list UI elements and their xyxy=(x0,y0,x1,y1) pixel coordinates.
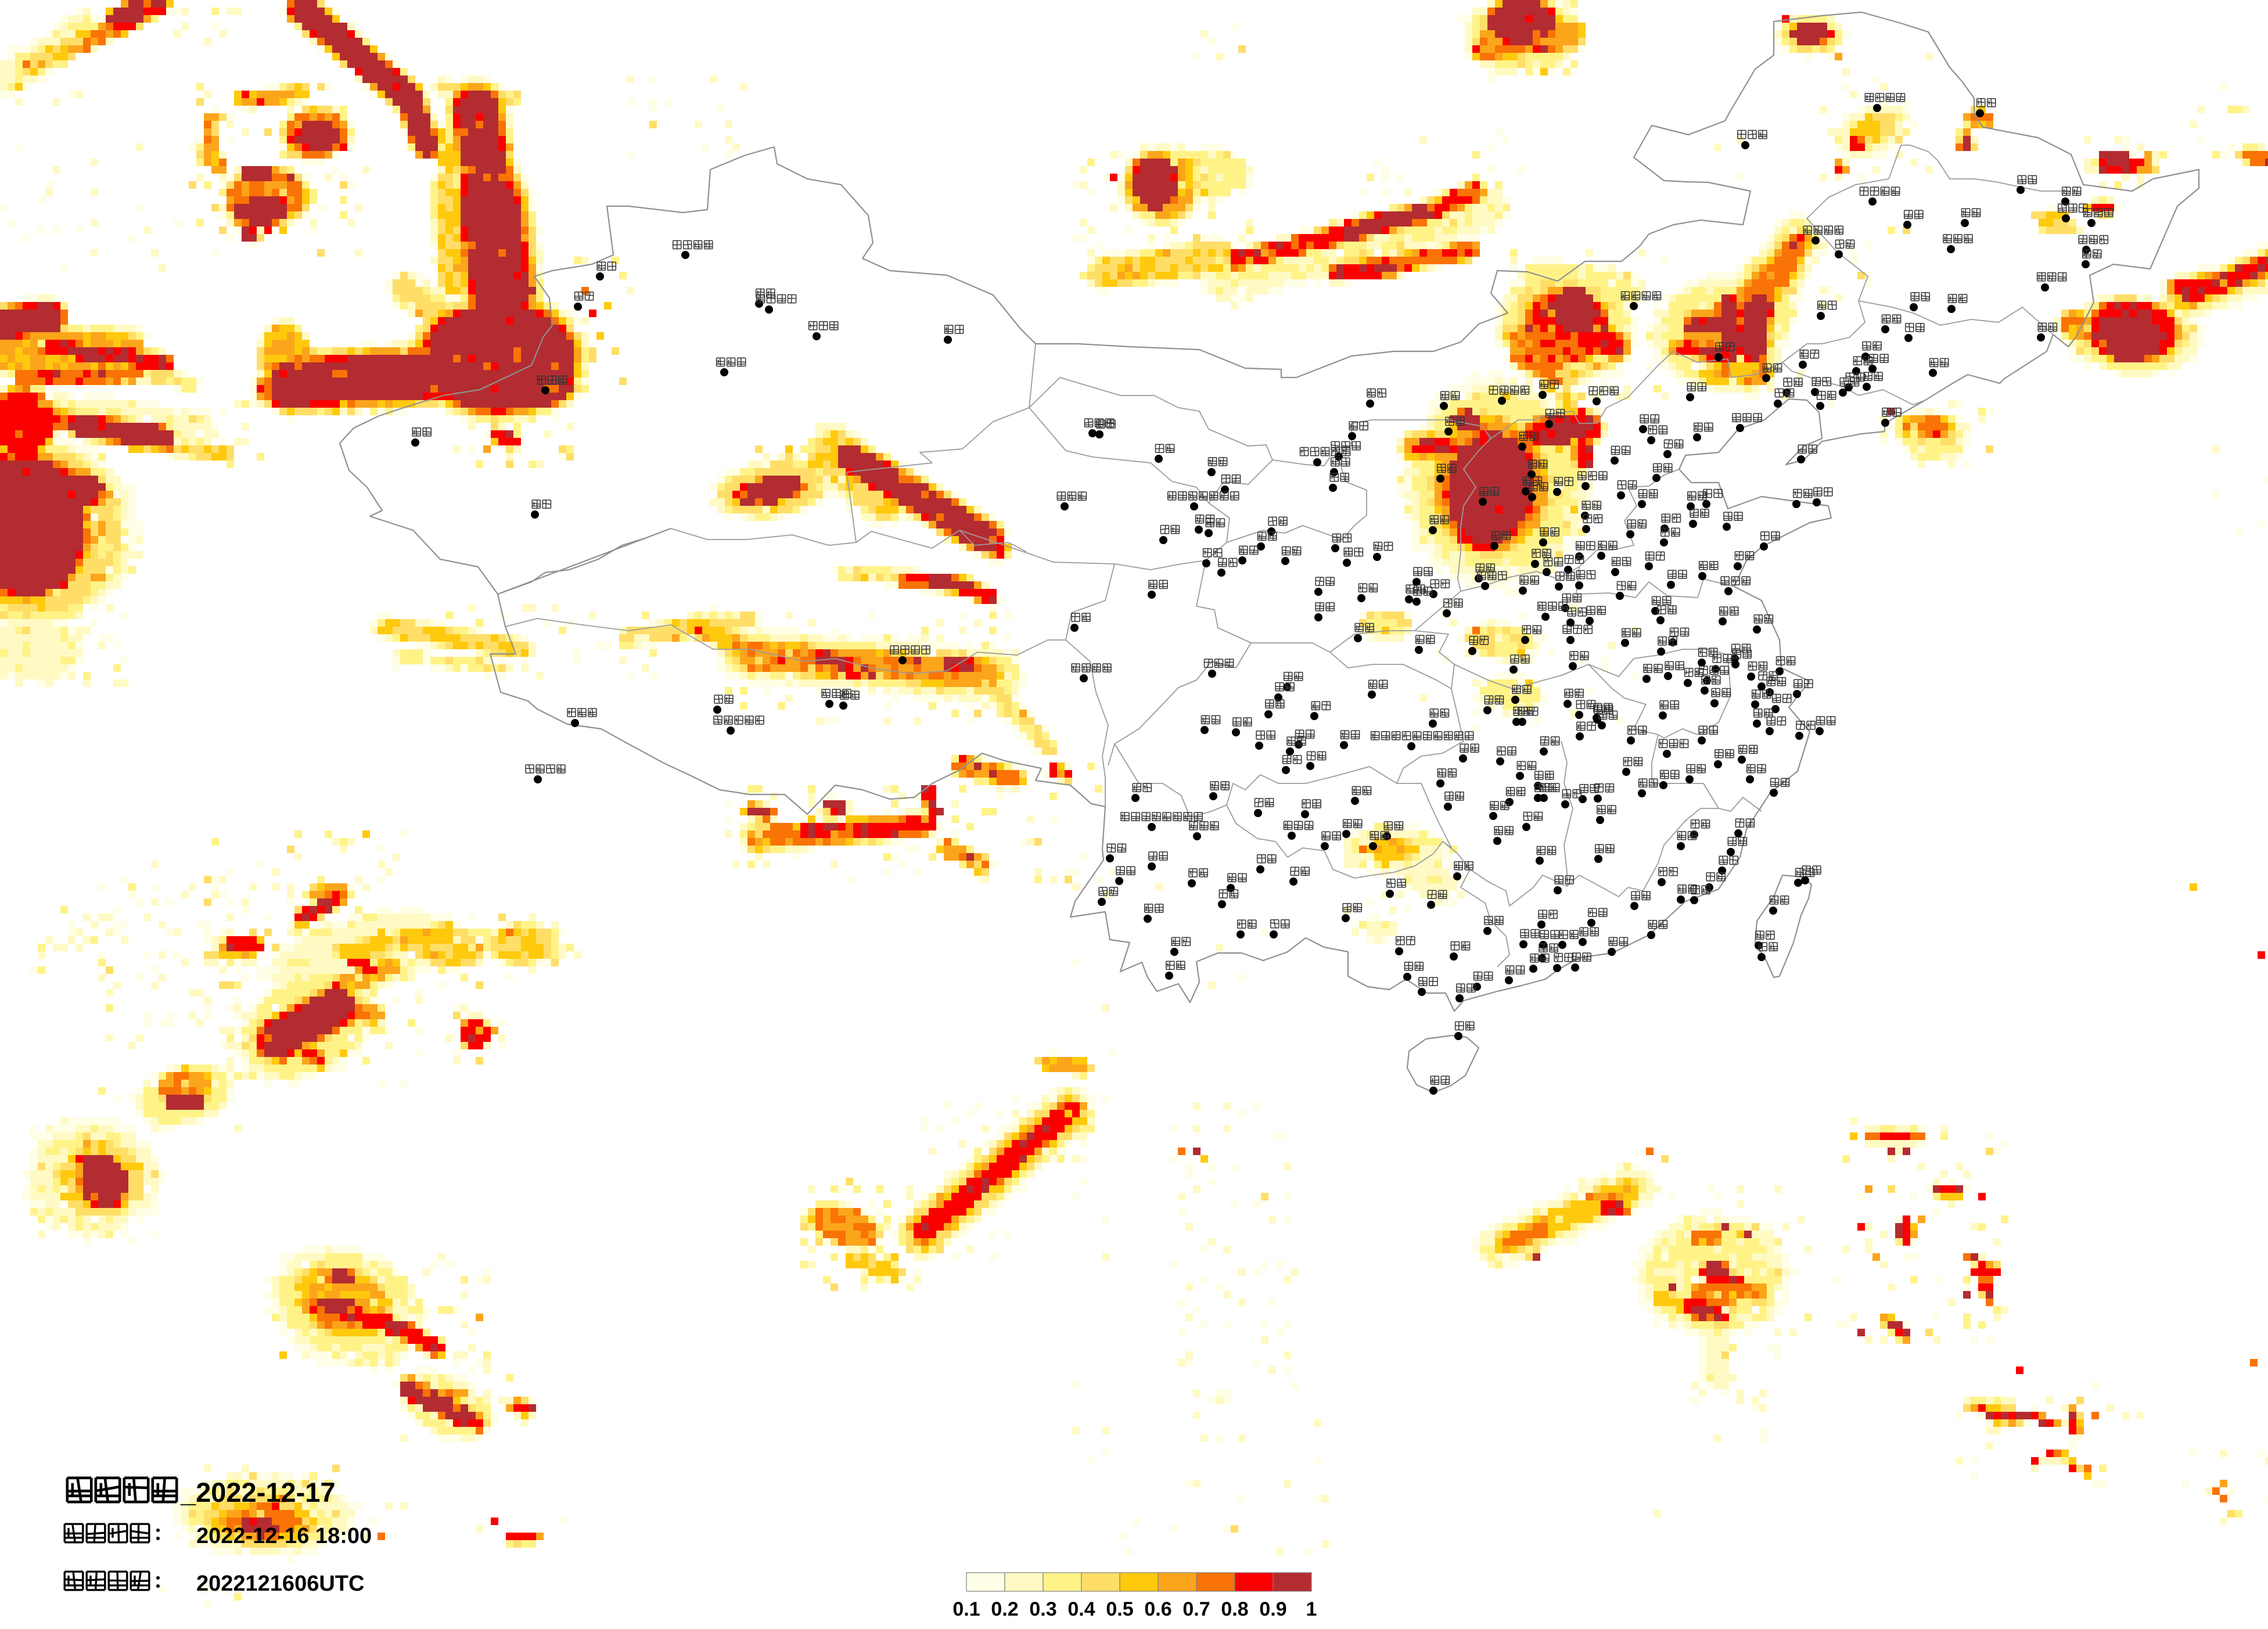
svg-text:0.8: 0.8 xyxy=(1221,1598,1248,1620)
svg-text:0.1: 0.1 xyxy=(953,1598,980,1620)
svg-text:1: 1 xyxy=(1306,1598,1317,1620)
svg-text:0.5: 0.5 xyxy=(1106,1598,1133,1620)
svg-text:2022-12-16 18:00: 2022-12-16 18:00 xyxy=(196,1524,372,1548)
svg-text:0.2: 0.2 xyxy=(991,1598,1018,1620)
svg-text:0.7: 0.7 xyxy=(1182,1598,1210,1620)
svg-text:0.4: 0.4 xyxy=(1067,1598,1095,1620)
svg-text:_2022-12-17: _2022-12-17 xyxy=(180,1477,336,1508)
svg-text:0.6: 0.6 xyxy=(1144,1598,1171,1620)
svg-text:2022121606UTC: 2022121606UTC xyxy=(196,1572,364,1596)
svg-text:0.9: 0.9 xyxy=(1259,1598,1286,1620)
svg-text:0.3: 0.3 xyxy=(1029,1598,1056,1620)
